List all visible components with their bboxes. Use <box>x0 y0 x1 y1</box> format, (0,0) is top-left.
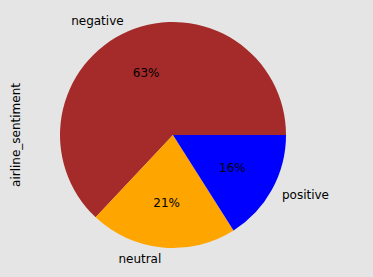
chart: airline_sentiment negative 63% neutral 21% po… <box>0 0 373 277</box>
labels: negative 63% neutral 21% positive 16% <box>71 14 329 266</box>
data-label: 16% <box>219 161 246 175</box>
background <box>0 0 373 277</box>
pie <box>60 22 286 248</box>
slice <box>173 135 286 230</box>
category-label: negative <box>71 14 123 28</box>
category-label: positive <box>282 188 329 202</box>
data-label: 63% <box>133 66 160 80</box>
y-label: airline_sentiment <box>9 83 23 187</box>
data-label: 21% <box>153 196 180 210</box>
category-label: neutral <box>118 252 161 266</box>
